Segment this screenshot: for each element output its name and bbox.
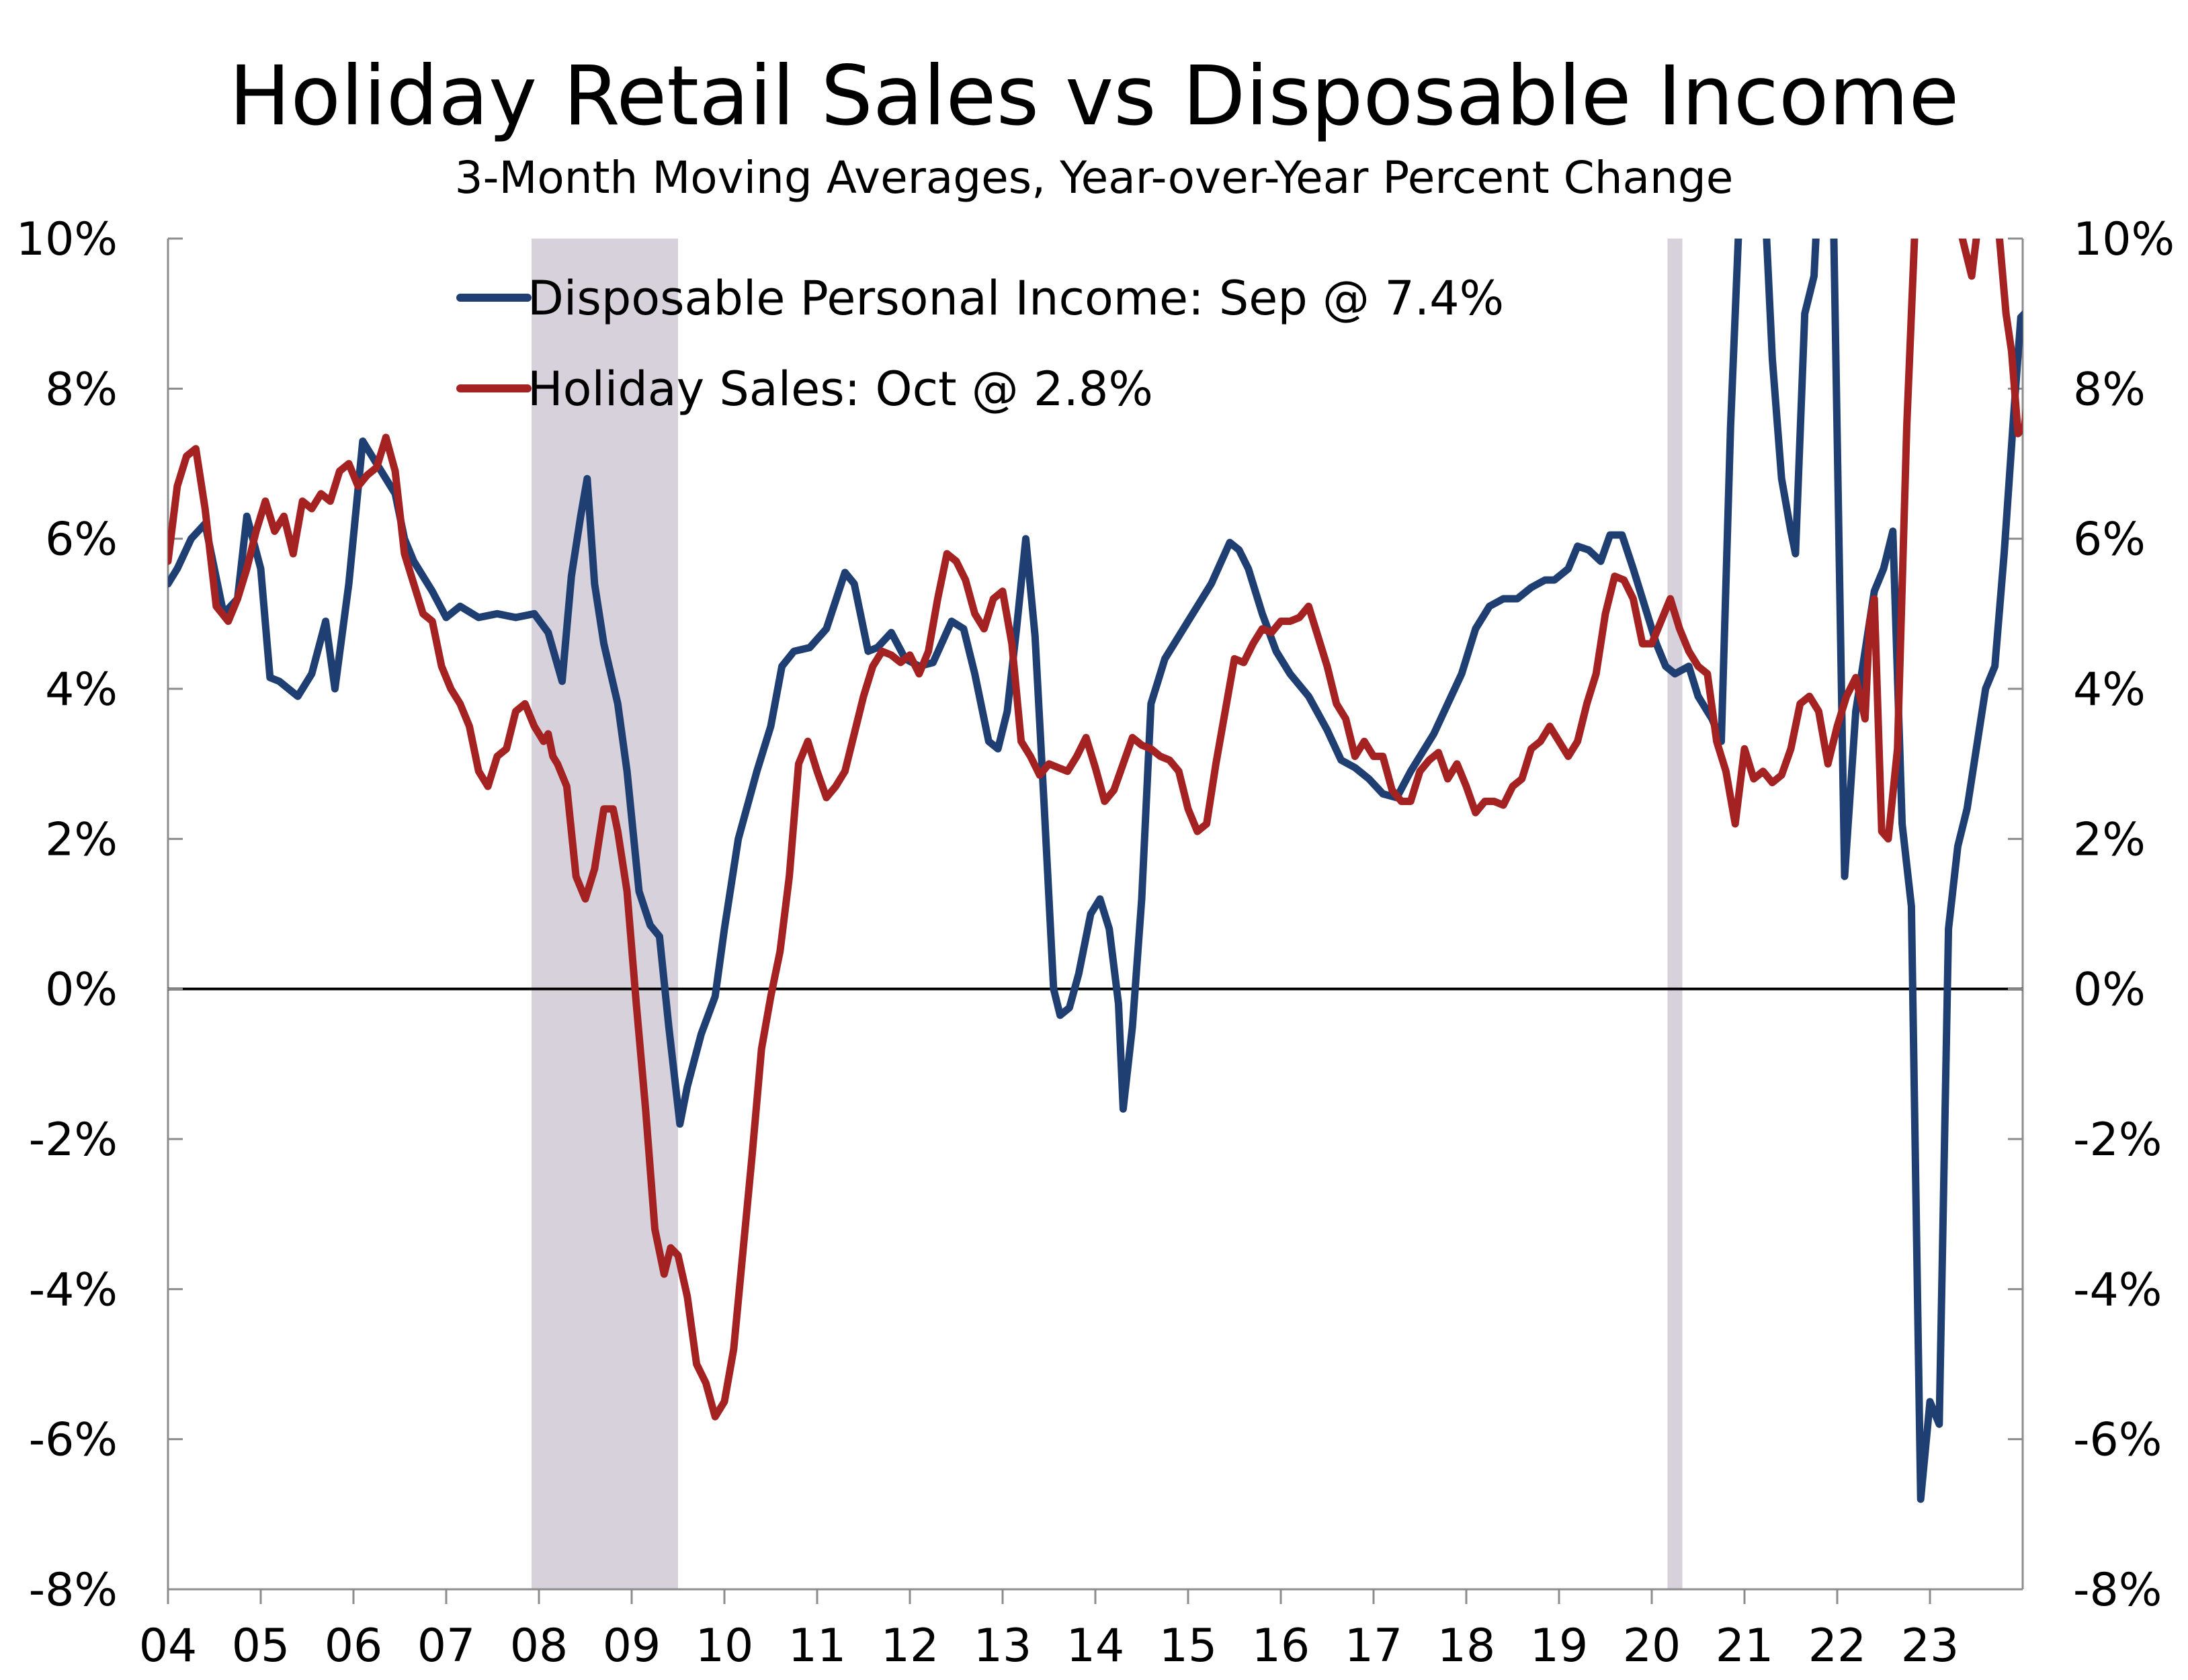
chart-title: Holiday Retail Sales vs Disposable Incom… <box>229 48 1960 144</box>
recession-band <box>1667 239 1683 1589</box>
series-line-holiday-sales <box>168 239 2023 1421</box>
x-tick-label: 07 <box>417 1620 476 1673</box>
x-tick-label: 06 <box>325 1620 383 1673</box>
y-tick-label-left: 4% <box>45 663 118 716</box>
y-tick-label-right: -6% <box>2073 1414 2162 1467</box>
y-tick-label-left: 2% <box>45 813 118 866</box>
x-tick-label: 17 <box>1345 1620 1403 1673</box>
legend: Disposable Personal Income: Sep @ 7.4% H… <box>456 271 1504 417</box>
chart-subtitle: 3-Month Moving Averages, Year-over-Year … <box>455 152 1734 204</box>
y-tick-label-left: -6% <box>29 1414 118 1467</box>
x-tick-label: 23 <box>1901 1620 1960 1673</box>
y-tick-label-left: -2% <box>29 1114 118 1167</box>
y-tick-label-right: 2% <box>2073 813 2146 866</box>
x-tick-label: 10 <box>696 1620 754 1673</box>
x-tick-label: 08 <box>510 1620 569 1673</box>
x-tick-label: 20 <box>1623 1620 1681 1673</box>
y-tick-label-right: -8% <box>2073 1564 2162 1617</box>
x-tick-label: 21 <box>1716 1620 1774 1673</box>
series-lines <box>168 239 2023 1503</box>
x-tick-label: 16 <box>1252 1620 1310 1673</box>
x-tick-label: 11 <box>788 1620 847 1673</box>
x-tick-label: 13 <box>974 1620 1032 1673</box>
y-tick-label-left: 10% <box>16 213 118 266</box>
x-tick-label: 15 <box>1159 1620 1218 1673</box>
recession-band <box>531 239 678 1589</box>
x-tick-label: 19 <box>1530 1620 1589 1673</box>
x-tick-label: 18 <box>1437 1620 1496 1673</box>
legend-label-income: Disposable Personal Income: Sep @ 7.4% <box>528 271 1504 326</box>
y-tick-label-right: 8% <box>2073 363 2146 416</box>
x-tick-label: 22 <box>1808 1620 1867 1673</box>
x-tick-label: 05 <box>232 1620 290 1673</box>
y-tick-label-left: 0% <box>45 964 118 1017</box>
y-tick-label-left: 8% <box>45 363 118 416</box>
x-axis-ticks: 04 05 06 07 08 09 10 11 12 13 14 15 16 17 18 19 20 21 22 23 <box>139 1589 1960 1673</box>
x-tick-label: 04 <box>139 1620 198 1673</box>
x-tick-label: 09 <box>603 1620 661 1673</box>
y-tick-label-right: -2% <box>2073 1114 2162 1167</box>
y-tick-label-right: 4% <box>2073 663 2146 716</box>
y-tick-label-right: 6% <box>2073 513 2146 566</box>
y-tick-label-right: -4% <box>2073 1263 2162 1316</box>
y-tick-label-left: 6% <box>45 513 118 566</box>
y-axis-ticks: -8% -8% -6% -6% -4% -4% -2% -2% 0% 0% 2% 2% 4% 4% 6% 6%… <box>16 213 2175 1617</box>
x-tick-label: 12 <box>881 1620 939 1673</box>
series-line-income <box>168 239 2023 1503</box>
y-tick-label-left: -8% <box>29 1564 118 1617</box>
legend-label-holiday-sales: Holiday Sales: Oct @ 2.8% <box>528 362 1153 417</box>
recession-shading <box>531 239 1683 1589</box>
y-tick-label-right: 0% <box>2073 964 2146 1017</box>
y-tick-label-right: 10% <box>2073 213 2175 266</box>
y-tick-label-left: -4% <box>29 1263 118 1316</box>
x-tick-label: 14 <box>1066 1620 1125 1673</box>
